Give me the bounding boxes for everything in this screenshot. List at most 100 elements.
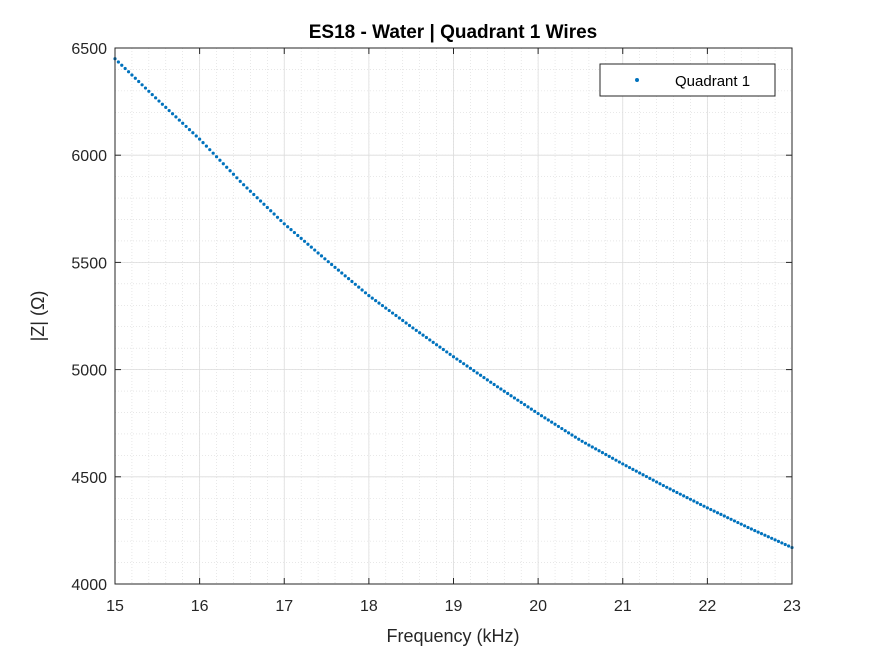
data-point <box>296 233 300 238</box>
data-point <box>617 460 621 464</box>
data-point <box>384 306 388 310</box>
data-point <box>475 371 479 375</box>
data-point <box>489 380 493 384</box>
data-point <box>550 420 554 424</box>
data-point <box>401 318 405 323</box>
data-point <box>526 405 530 409</box>
data-point <box>424 335 429 340</box>
data-point <box>157 99 161 103</box>
data-point <box>715 511 720 515</box>
data-point <box>154 96 158 100</box>
data-point <box>522 403 527 407</box>
x-axis-label: Frequency (kHz) <box>386 626 519 646</box>
x-tick-label: 17 <box>275 598 293 615</box>
data-point <box>174 115 178 119</box>
data-point <box>705 506 709 510</box>
data-point <box>502 389 506 393</box>
data-point <box>448 352 452 356</box>
data-point <box>323 257 327 261</box>
data-point <box>130 73 134 77</box>
data-point <box>631 467 635 471</box>
data-point <box>536 411 540 416</box>
data-point <box>363 291 368 295</box>
data-point <box>133 76 137 80</box>
x-tick-label: 21 <box>614 598 632 615</box>
legend: Quadrant 1 <box>599 63 776 97</box>
data-point <box>780 541 784 545</box>
y-tick-label: 6000 <box>71 148 107 165</box>
data-point <box>272 212 276 216</box>
data-point <box>678 492 682 496</box>
data-point <box>309 245 313 249</box>
data-point <box>743 524 747 528</box>
data-point <box>306 242 310 246</box>
data-point <box>563 429 567 433</box>
data-point <box>265 205 269 210</box>
data-point <box>719 512 723 517</box>
data-point <box>170 112 175 116</box>
data-point <box>164 105 168 109</box>
data-point <box>590 445 594 449</box>
data-point <box>472 369 476 373</box>
data-point <box>214 155 219 159</box>
data-point <box>279 218 283 223</box>
data-point <box>387 308 391 313</box>
data-point <box>688 497 693 501</box>
data-point <box>208 148 212 152</box>
data-point <box>313 248 317 252</box>
data-point <box>648 476 652 480</box>
data-point <box>499 387 503 391</box>
data-point <box>225 165 229 169</box>
data-point <box>546 418 550 422</box>
data-point <box>431 340 435 344</box>
data-point <box>336 268 341 272</box>
data-point <box>333 265 337 269</box>
data-point <box>252 192 256 197</box>
data-point <box>539 414 544 418</box>
data-point <box>316 251 320 255</box>
data-point <box>211 151 215 155</box>
data-point <box>594 447 598 451</box>
data-point <box>451 355 456 359</box>
data-point <box>597 449 601 453</box>
data-point <box>258 199 263 203</box>
data-point <box>411 326 415 330</box>
x-tick-label: 19 <box>445 598 463 615</box>
data-point <box>712 509 716 513</box>
data-point <box>553 422 557 426</box>
data-point <box>187 128 192 132</box>
data-point <box>126 70 131 74</box>
y-tick-label: 4000 <box>71 577 107 594</box>
data-point <box>434 343 439 347</box>
data-point <box>766 535 770 539</box>
data-point <box>614 458 618 462</box>
data-point <box>289 228 293 232</box>
data-point <box>668 487 672 491</box>
data-point <box>330 262 334 267</box>
data-point <box>390 311 395 315</box>
data-point <box>607 454 611 458</box>
data-point <box>783 542 787 547</box>
data-point <box>580 439 584 443</box>
data-point <box>404 321 408 325</box>
data-point <box>150 92 154 97</box>
data-point <box>462 362 466 366</box>
data-point <box>468 366 473 370</box>
data-point <box>509 394 513 398</box>
data-point <box>722 514 726 518</box>
data-point <box>160 102 164 106</box>
data-point <box>753 528 757 533</box>
data-point <box>604 452 608 457</box>
data-point <box>658 482 662 486</box>
data-point <box>533 409 537 413</box>
data-point <box>367 294 371 298</box>
data-point <box>634 469 638 473</box>
data-point <box>746 525 750 530</box>
data-point <box>140 83 144 87</box>
y-tick-label: 4500 <box>71 470 107 487</box>
y-tick-label: 5000 <box>71 363 107 380</box>
data-point <box>651 478 655 482</box>
x-tick-label: 18 <box>360 598 378 615</box>
x-tick-label: 15 <box>106 598 124 615</box>
